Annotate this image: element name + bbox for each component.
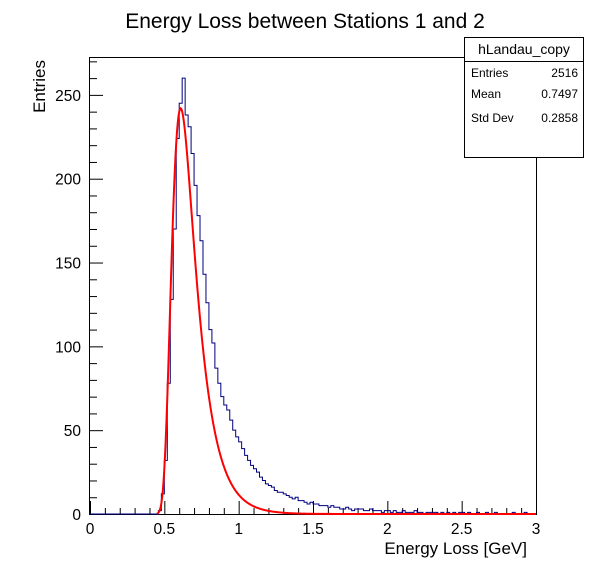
y-axis-title: Entries: [30, 60, 49, 113]
stats-mean-value: 0.7497: [541, 87, 578, 101]
y-tick-label: 50: [64, 423, 82, 440]
x-tick-label: 1.5: [302, 521, 324, 538]
y-tick-label: 200: [55, 172, 81, 189]
x-tick-label: 2: [383, 521, 392, 538]
stats-stddev-label: Std Dev: [471, 111, 514, 125]
x-axis: 0 0.5 1 1.5 2 2.5 3: [86, 501, 541, 538]
x-tick-label: 0.5: [154, 521, 176, 538]
y-tick-label: 100: [55, 339, 81, 356]
chart-title: Energy Loss between Stations 1 and 2: [125, 10, 485, 33]
x-tick-label: 0: [86, 521, 95, 538]
stats-box: hLandau_copy Entries 2516 Mean 0.7497 St…: [464, 37, 584, 158]
stats-entries-label: Entries: [471, 66, 508, 80]
y-axis: 0 50 100 150 200 250: [55, 61, 103, 524]
stats-box-frame: [464, 37, 584, 158]
y-tick-label: 150: [55, 256, 81, 273]
x-axis-title: Energy Loss [GeV]: [384, 539, 527, 558]
x-tick-label: 3: [532, 521, 541, 538]
stats-mean-label: Mean: [471, 87, 501, 101]
y-tick-label: 250: [55, 88, 81, 105]
stats-box-title: hLandau_copy: [478, 41, 570, 57]
landau-fit-curve: [156, 106, 536, 515]
stats-stddev-value: 0.2858: [541, 111, 578, 125]
y-tick-label: 0: [72, 507, 81, 524]
stats-entries-value: 2516: [551, 66, 578, 80]
x-tick-label: 2.5: [451, 521, 473, 538]
x-tick-label: 1: [234, 521, 243, 538]
